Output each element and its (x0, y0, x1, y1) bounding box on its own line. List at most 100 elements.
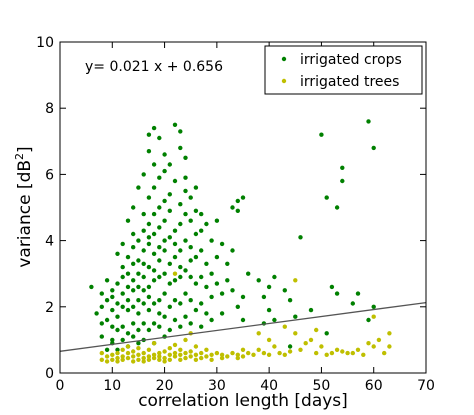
point-irrigated-trees (183, 355, 188, 361)
point-irrigated-crops (110, 294, 115, 300)
point-irrigated-trees (225, 354, 230, 359)
point-irrigated-trees (193, 357, 199, 362)
point-irrigated-crops (151, 162, 157, 167)
point-irrigated-crops (136, 327, 141, 333)
point-irrigated-trees (115, 355, 120, 361)
point-irrigated-crops (136, 258, 141, 263)
point-irrigated-crops (366, 317, 371, 323)
y-tick-label: 2 (45, 300, 54, 316)
point-irrigated-crops (167, 208, 172, 213)
point-irrigated-crops (193, 307, 199, 313)
point-irrigated-trees (303, 341, 308, 346)
point-irrigated-crops (162, 271, 167, 276)
point-irrigated-crops (94, 311, 99, 316)
point-irrigated-crops (324, 195, 329, 200)
point-irrigated-crops (230, 205, 235, 210)
point-irrigated-crops (146, 294, 152, 300)
point-irrigated-crops (199, 324, 204, 329)
point-irrigated-trees (110, 352, 115, 357)
point-irrigated-crops (162, 198, 167, 204)
point-irrigated-crops (246, 271, 251, 276)
point-irrigated-crops (136, 311, 141, 316)
point-irrigated-trees (162, 359, 167, 364)
point-irrigated-crops (266, 284, 272, 290)
point-irrigated-crops (151, 251, 157, 256)
point-irrigated-crops (193, 254, 199, 260)
point-irrigated-trees (136, 346, 141, 351)
point-irrigated-crops (178, 264, 183, 270)
point-irrigated-crops (219, 241, 225, 247)
y-tick-label: 4 (45, 234, 54, 250)
point-irrigated-crops (125, 307, 131, 313)
point-irrigated-trees (204, 354, 209, 359)
point-irrigated-crops (172, 254, 178, 260)
point-irrigated-crops (235, 304, 240, 309)
point-irrigated-trees (120, 354, 125, 359)
point-irrigated-crops (151, 278, 157, 283)
point-irrigated-crops (178, 301, 183, 306)
point-irrigated-trees (115, 359, 120, 364)
point-irrigated-crops (178, 129, 183, 134)
point-irrigated-crops (131, 261, 136, 266)
y-axis-label-close: ] (15, 146, 35, 153)
point-irrigated-crops (136, 271, 141, 276)
point-irrigated-trees (151, 355, 157, 361)
point-irrigated-trees (230, 350, 235, 356)
point-irrigated-crops (120, 274, 125, 280)
point-irrigated-crops (240, 294, 246, 300)
point-irrigated-crops (131, 321, 136, 326)
point-irrigated-trees (183, 337, 188, 343)
point-irrigated-trees (371, 314, 376, 319)
point-irrigated-crops (157, 205, 162, 210)
point-irrigated-trees (162, 355, 167, 361)
point-irrigated-crops (183, 211, 188, 217)
point-irrigated-trees (355, 347, 361, 352)
point-irrigated-trees (131, 359, 136, 364)
point-irrigated-trees (131, 354, 136, 359)
point-irrigated-trees (157, 350, 162, 356)
point-irrigated-crops (183, 155, 188, 160)
point-irrigated-crops (167, 162, 172, 167)
point-irrigated-crops (115, 251, 120, 256)
point-irrigated-crops (115, 327, 120, 333)
point-irrigated-crops (162, 291, 167, 296)
point-irrigated-crops (178, 324, 183, 329)
point-irrigated-trees (136, 352, 141, 357)
point-irrigated-trees (120, 357, 125, 362)
point-irrigated-crops (199, 274, 204, 280)
point-irrigated-crops (151, 321, 157, 326)
point-irrigated-crops (172, 178, 178, 184)
point-irrigated-crops (324, 331, 329, 336)
point-irrigated-crops (183, 268, 188, 273)
point-irrigated-trees (141, 355, 146, 361)
point-irrigated-crops (188, 298, 193, 303)
point-irrigated-crops (120, 337, 125, 343)
point-irrigated-trees (146, 354, 152, 359)
legend: irrigated crops irrigated trees (264, 45, 423, 95)
point-irrigated-crops (172, 241, 178, 247)
y-axis-label-superscript: 2 (13, 153, 26, 160)
point-irrigated-crops (99, 291, 105, 296)
legend-marker-irrigated-crops (281, 56, 287, 62)
point-irrigated-crops (136, 341, 141, 346)
chart-marks (59, 119, 427, 364)
point-irrigated-crops (146, 284, 152, 290)
point-irrigated-crops (183, 291, 188, 296)
point-irrigated-trees (104, 359, 110, 364)
point-irrigated-trees (136, 357, 141, 362)
point-irrigated-trees (261, 350, 267, 356)
point-irrigated-crops (157, 274, 162, 280)
point-irrigated-crops (157, 225, 162, 230)
x-tick-label: 40 (260, 378, 278, 394)
point-irrigated-crops (308, 307, 314, 313)
point-irrigated-crops (240, 317, 246, 323)
point-irrigated-trees (324, 352, 329, 357)
point-irrigated-crops (151, 125, 157, 131)
point-irrigated-crops (193, 185, 199, 190)
point-irrigated-crops (125, 284, 131, 290)
point-irrigated-trees (125, 350, 131, 356)
point-irrigated-trees (209, 352, 214, 357)
legend-marker-irrigated-trees (281, 78, 287, 84)
point-irrigated-trees (188, 349, 193, 354)
point-irrigated-crops (141, 288, 146, 293)
